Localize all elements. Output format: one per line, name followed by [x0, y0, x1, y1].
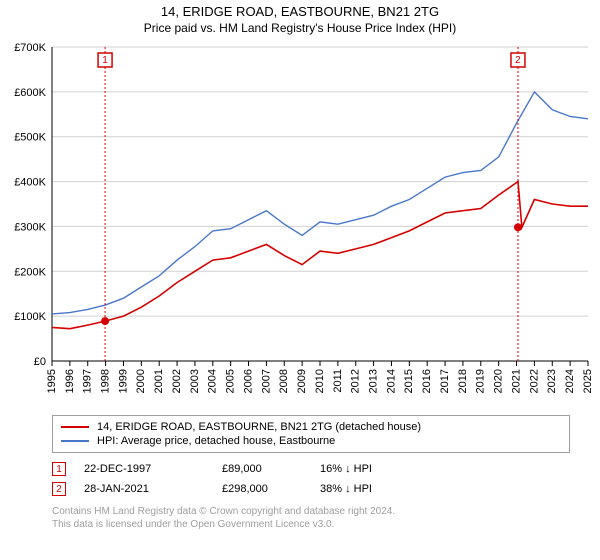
svg-text:£400K: £400K — [14, 177, 46, 189]
svg-text:2018: 2018 — [457, 369, 469, 393]
svg-text:2009: 2009 — [296, 369, 308, 393]
sale-date: 22-DEC-1997 — [84, 463, 204, 475]
svg-text:£500K: £500K — [14, 132, 46, 144]
svg-text:2: 2 — [515, 55, 521, 66]
svg-text:2004: 2004 — [207, 369, 219, 393]
legend-row: HPI: Average price, detached house, East… — [61, 434, 561, 448]
svg-text:2014: 2014 — [385, 369, 397, 393]
svg-text:2019: 2019 — [475, 369, 487, 393]
chart-title: 14, ERIDGE ROAD, EASTBOURNE, BN21 2TG — [0, 0, 600, 19]
footer-attribution: Contains HM Land Registry data © Crown c… — [52, 505, 570, 531]
svg-text:2016: 2016 — [421, 369, 433, 393]
svg-text:2010: 2010 — [314, 369, 326, 393]
svg-text:1996: 1996 — [64, 369, 76, 393]
svg-text:£200K: £200K — [14, 266, 46, 278]
footer-line-2: This data is licensed under the Open Gov… — [52, 518, 570, 531]
svg-text:2024: 2024 — [564, 369, 576, 393]
legend-row: 14, ERIDGE ROAD, EASTBOURNE, BN21 2TG (d… — [61, 420, 561, 434]
svg-text:£300K: £300K — [14, 221, 46, 233]
svg-text:2011: 2011 — [332, 369, 344, 393]
svg-text:£600K: £600K — [14, 87, 46, 99]
svg-text:2012: 2012 — [350, 369, 362, 393]
svg-text:1: 1 — [102, 55, 108, 66]
svg-text:1999: 1999 — [117, 369, 129, 393]
svg-text:2005: 2005 — [225, 369, 237, 393]
svg-text:2008: 2008 — [278, 369, 290, 393]
legend-swatch — [61, 426, 89, 428]
svg-text:2001: 2001 — [153, 369, 165, 393]
svg-text:2000: 2000 — [135, 369, 147, 393]
sale-price: £298,000 — [222, 483, 302, 495]
svg-text:2013: 2013 — [368, 369, 380, 393]
svg-text:1995: 1995 — [46, 369, 58, 393]
line-chart-svg: £0 £100K £200K £300K £400K £500K £600K £700K 199… — [0, 41, 600, 411]
legend-swatch — [61, 440, 89, 442]
svg-text:2007: 2007 — [260, 369, 272, 393]
svg-text:2021: 2021 — [510, 369, 522, 393]
svg-text:2020: 2020 — [493, 369, 505, 393]
sale-index-box: 1 — [52, 462, 66, 476]
chart-subtitle: Price paid vs. HM Land Registry's House … — [0, 19, 600, 41]
sale-index-box: 2 — [52, 482, 66, 496]
svg-text:2025: 2025 — [582, 369, 594, 393]
sale-row: 2 28-JAN-2021 £298,000 38% ↓ HPI — [52, 479, 570, 499]
chart-area: £0 £100K £200K £300K £400K £500K £600K £700K 199… — [0, 41, 600, 411]
svg-text:2022: 2022 — [528, 369, 540, 393]
sale-price: £89,000 — [222, 463, 302, 475]
sale-delta: 38% ↓ HPI — [320, 483, 440, 495]
legend-label: 14, ERIDGE ROAD, EASTBOURNE, BN21 2TG (d… — [97, 421, 421, 433]
svg-text:1998: 1998 — [100, 369, 112, 393]
legend: 14, ERIDGE ROAD, EASTBOURNE, BN21 2TG (d… — [52, 415, 570, 453]
svg-text:1997: 1997 — [82, 369, 94, 393]
svg-text:2006: 2006 — [242, 369, 254, 393]
svg-text:2002: 2002 — [171, 369, 183, 393]
svg-text:£100K: £100K — [14, 311, 46, 323]
sale-date: 28-JAN-2021 — [84, 483, 204, 495]
svg-text:2015: 2015 — [403, 369, 415, 393]
svg-text:£700K: £700K — [14, 42, 46, 54]
svg-text:£0: £0 — [34, 356, 46, 368]
legend-label: HPI: Average price, detached house, East… — [97, 435, 335, 447]
footer-line-1: Contains HM Land Registry data © Crown c… — [52, 505, 570, 518]
sales-table: 1 22-DEC-1997 £89,000 16% ↓ HPI 2 28-JAN-2021… — [52, 459, 570, 499]
svg-text:2003: 2003 — [189, 369, 201, 393]
sale-delta: 16% ↓ HPI — [320, 463, 440, 475]
svg-text:2017: 2017 — [439, 369, 451, 393]
svg-text:2023: 2023 — [546, 369, 558, 393]
sale-row: 1 22-DEC-1997 £89,000 16% ↓ HPI — [52, 459, 570, 479]
